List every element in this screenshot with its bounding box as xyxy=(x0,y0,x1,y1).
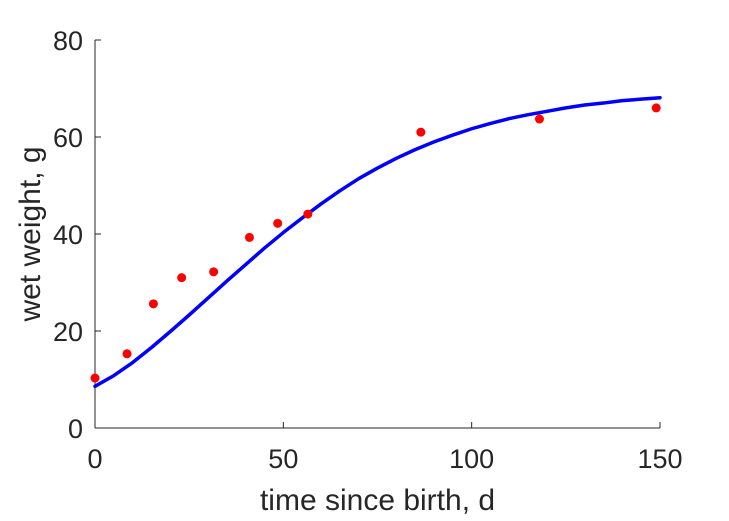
data-point xyxy=(303,209,313,219)
data-point xyxy=(534,114,544,124)
x-tick-label: 150 xyxy=(637,444,682,474)
data-point xyxy=(244,232,254,242)
data-point xyxy=(651,103,661,113)
data-point xyxy=(416,127,426,137)
series xyxy=(90,95,662,389)
axes xyxy=(94,40,660,429)
data-point xyxy=(273,218,283,228)
data-point xyxy=(90,373,100,383)
data-point xyxy=(148,299,158,309)
x-tick-label: 50 xyxy=(268,444,298,474)
y-tick-label: 20 xyxy=(53,317,83,347)
y-tick-label: 60 xyxy=(53,123,83,153)
y-tick-label: 80 xyxy=(53,26,83,56)
x-tick-label: 100 xyxy=(449,444,494,474)
data-point xyxy=(177,273,187,283)
fit-curve xyxy=(93,95,662,389)
y-tick-label: 40 xyxy=(53,220,83,250)
x-axis-title: time since birth, d xyxy=(260,484,495,517)
x-tick-label: 0 xyxy=(87,444,102,474)
y-axis-title: wet weight, g xyxy=(14,146,47,322)
ticks: 0 50 100 150 0 20 40 60 80 xyxy=(53,26,683,474)
data-point xyxy=(209,267,219,277)
data-point xyxy=(122,349,132,359)
y-tick-label: 0 xyxy=(68,414,83,444)
